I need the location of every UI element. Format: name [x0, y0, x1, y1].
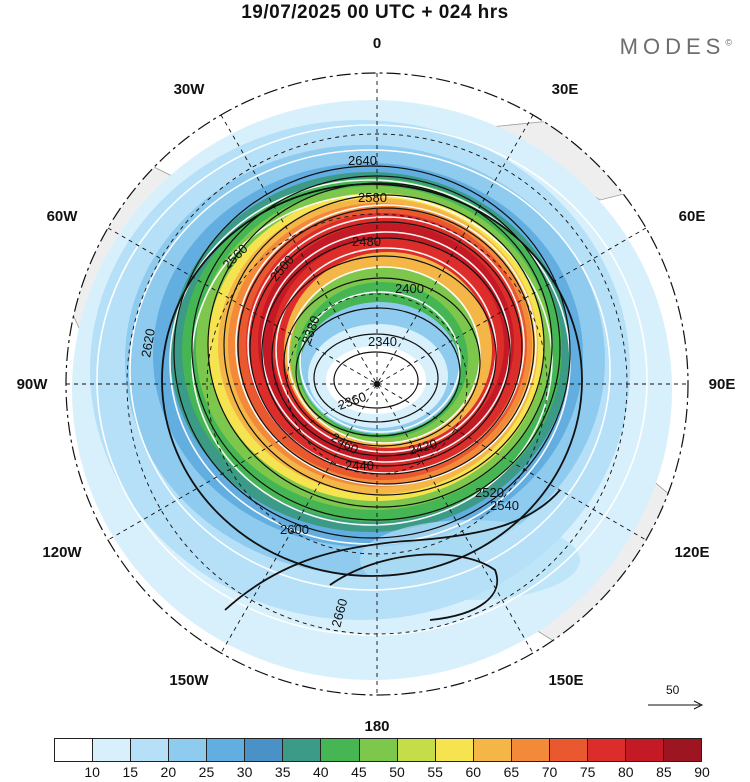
colorbar-tick-label: 50: [389, 764, 405, 780]
colorbar-tick-label: 90: [694, 764, 710, 780]
lon-label-60e: 60E: [679, 208, 706, 225]
map-disk: [66, 73, 688, 695]
height-contours: [161, 165, 583, 621]
graticule: [66, 73, 688, 695]
colorbar-swatch: [549, 739, 588, 761]
colorbar-swatch: [321, 739, 360, 761]
reference-vector: 50: [648, 683, 704, 713]
colorbar: [54, 738, 702, 762]
contour-label: 2400: [395, 281, 424, 296]
colorbar-tick-label: 35: [274, 764, 291, 780]
colorbar-swatch: [93, 739, 132, 761]
lon-label-60w: 60W: [47, 208, 79, 225]
colorbar-swatch: [511, 739, 550, 761]
colorbar-swatch: [245, 739, 284, 761]
colorbar-swatch: [625, 739, 664, 761]
lon-label-120w: 120W: [42, 544, 82, 561]
contour-label: 2580: [358, 190, 387, 205]
lon-label-150w: 150W: [169, 672, 209, 689]
colorbar-swatch: [207, 739, 246, 761]
colorbar-tick-label: 30: [236, 764, 253, 780]
lon-label-30e: 30E: [552, 81, 579, 98]
colorbar-tick-label: 70: [541, 764, 558, 780]
lon-label-90w: 90W: [17, 376, 49, 393]
reference-arrow-icon: [648, 700, 704, 710]
contour-label: 2600: [280, 522, 309, 537]
lon-label-120e: 120E: [674, 544, 709, 561]
reference-vector-label: 50: [666, 683, 680, 697]
lon-label-90e: 90E: [709, 376, 736, 393]
colorbar-tick-label: 60: [465, 764, 482, 780]
colorbar-ticks: 10 15 20 25 30 35 40 45 50 55 60 65 70 75 80 85 90: [54, 764, 709, 782]
colorbar-swatch: [55, 739, 94, 761]
colorbar-swatch: [131, 739, 170, 761]
colorbar-tick-label: 65: [503, 764, 520, 780]
contour-label: 2660: [328, 597, 350, 629]
colorbar-tick-label: 15: [122, 764, 139, 780]
lon-label-150e: 150E: [548, 672, 583, 689]
colorbar-tick-label: 75: [579, 764, 596, 780]
colorbar-swatch: [587, 739, 626, 761]
colorbar-tick-label: 20: [160, 764, 177, 780]
wind-speed-field: [72, 100, 672, 680]
polar-map: 0 30E 60E 90E 120E 150E 180 150W 120W 90…: [17, 35, 736, 735]
lon-label-180: 180: [364, 718, 389, 735]
contour-label: 2480: [352, 234, 381, 249]
lon-label-0: 0: [373, 35, 381, 52]
colorbar-tick-label: 85: [656, 764, 672, 780]
colorbar-swatch: [169, 739, 208, 761]
colorbar-tick-label: 55: [427, 764, 443, 780]
lon-label-30w: 30W: [174, 81, 206, 98]
brand-logo: MODES©: [620, 34, 732, 60]
colorbar-swatch: [435, 739, 474, 761]
colorbar-tick-label: 80: [617, 764, 634, 780]
colorbar-swatch: [359, 739, 398, 761]
contour-label: 2520: [475, 485, 504, 500]
south-pole-marker: [374, 381, 380, 387]
colorbar-swatch: [397, 739, 436, 761]
longitude-labels: 0 30E 60E 90E 120E 150E 180 150W 120W 90…: [17, 35, 736, 735]
contour-label: 2340: [368, 334, 397, 349]
copyright-mark: ©: [725, 37, 732, 48]
colorbar-tick-label: 25: [198, 764, 215, 780]
colorbar-swatch: [664, 739, 702, 761]
map-title: 19/07/2025 00 UTC + 024 hrs: [241, 2, 509, 23]
contour-label: 2440: [345, 458, 374, 473]
colorbar-tick-label: 40: [313, 764, 329, 780]
colorbar-tick-label: 45: [351, 764, 367, 780]
colorbar-tick-label: 10: [84, 764, 100, 780]
brand-name: MODES: [619, 34, 726, 59]
contour-label: 2420: [407, 436, 439, 458]
contour-label: 2640: [348, 153, 377, 168]
colorbar-swatch: [473, 739, 512, 761]
contour-label: 2620: [138, 327, 158, 358]
colorbar-swatch: [283, 739, 322, 761]
map-boundary: [65, 72, 689, 696]
contour-label: 2540: [490, 498, 519, 513]
